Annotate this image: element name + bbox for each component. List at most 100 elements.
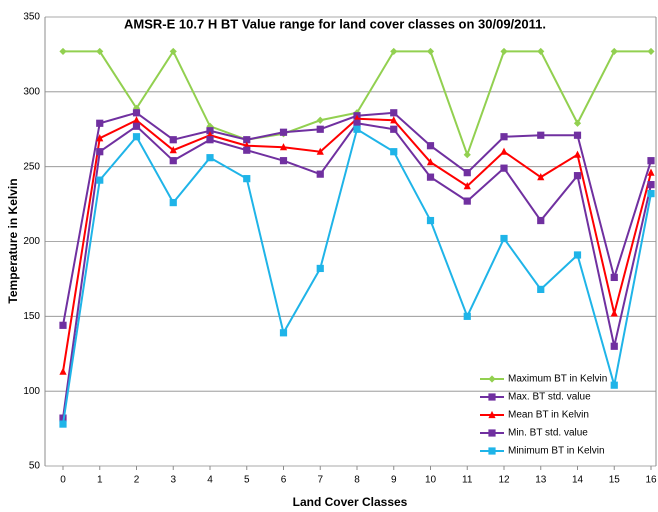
marker — [132, 133, 141, 141]
legend-marker — [488, 429, 496, 437]
x-tick-label: 6 — [281, 475, 287, 486]
marker — [353, 125, 361, 133]
marker — [573, 172, 582, 180]
marker — [206, 136, 214, 144]
marker — [316, 116, 324, 124]
marker — [537, 131, 545, 139]
marker — [500, 164, 508, 172]
marker — [647, 157, 655, 165]
legend-label: Maximum BT in Kelvin — [508, 374, 607, 385]
marker — [169, 47, 177, 56]
x-tick-label: 12 — [498, 475, 510, 486]
marker — [610, 273, 618, 282]
y-tick-label: 300 — [23, 86, 40, 97]
marker — [463, 182, 471, 190]
chart-title: AMSR-E 10.7 H BT Value range for land co… — [124, 16, 546, 31]
marker — [500, 234, 508, 243]
marker — [169, 157, 177, 165]
marker — [463, 151, 471, 159]
marker — [463, 197, 471, 205]
marker — [353, 119, 361, 127]
marker — [169, 136, 177, 144]
marker — [610, 47, 618, 56]
legend-label: Mean BT in Kelvin — [508, 410, 589, 421]
marker — [573, 251, 582, 259]
x-tick-label: 9 — [391, 475, 397, 486]
marker — [610, 381, 618, 389]
x-tick-label: 0 — [60, 475, 66, 486]
marker — [243, 146, 251, 154]
marker — [463, 169, 471, 177]
series-line — [62, 117, 652, 372]
x-tick-label: 4 — [207, 475, 213, 486]
marker — [537, 216, 545, 225]
marker — [426, 158, 435, 166]
marker — [96, 134, 104, 142]
marker — [96, 176, 104, 184]
marker — [537, 285, 545, 293]
marker — [96, 119, 104, 127]
legend-label: Minimum BT in Kelvin — [508, 446, 605, 457]
marker — [243, 136, 251, 144]
marker — [500, 133, 508, 141]
marker — [426, 173, 435, 181]
legend-marker — [488, 393, 496, 401]
x-tick-label: 7 — [317, 475, 323, 486]
legend-marker — [488, 375, 496, 383]
marker — [647, 181, 655, 189]
marker — [426, 47, 435, 56]
y-tick-label: 100 — [23, 386, 40, 397]
marker — [573, 150, 582, 158]
marker — [647, 47, 655, 56]
x-tick-label: 8 — [354, 475, 360, 486]
marker — [463, 312, 471, 320]
x-tick-label: 14 — [572, 475, 584, 486]
marker — [59, 367, 67, 375]
x-tick-label: 13 — [535, 475, 547, 486]
x-tick-label: 1 — [97, 475, 103, 486]
marker — [206, 154, 214, 162]
marker — [206, 127, 214, 135]
marker — [279, 157, 288, 165]
marker — [96, 47, 104, 56]
marker — [96, 148, 104, 156]
y-tick-label: 200 — [23, 236, 40, 247]
y-tick-label: 50 — [29, 461, 41, 472]
marker — [647, 168, 655, 176]
marker — [132, 109, 141, 117]
marker — [390, 125, 398, 133]
x-tick-label: 11 — [462, 475, 473, 486]
marker — [610, 309, 618, 317]
marker — [59, 420, 67, 428]
x-tick-label: 16 — [645, 475, 657, 486]
marker — [316, 147, 324, 155]
marker — [316, 170, 324, 178]
marker — [390, 148, 398, 156]
marker — [132, 116, 141, 124]
marker — [390, 109, 398, 117]
marker — [500, 147, 508, 155]
y-tick-label: 250 — [23, 161, 40, 172]
marker — [426, 216, 435, 225]
legend-marker — [488, 447, 496, 455]
marker — [500, 47, 508, 56]
x-tick-label: 5 — [244, 475, 250, 486]
marker — [243, 175, 251, 183]
marker — [316, 264, 324, 273]
legend-marker — [488, 410, 496, 419]
x-tick-label: 10 — [425, 475, 437, 486]
marker — [647, 190, 655, 198]
marker — [573, 119, 582, 127]
legend-label: Min. BT std. value — [508, 428, 588, 439]
marker — [169, 198, 177, 207]
y-tick-label: 150 — [23, 311, 40, 322]
marker — [59, 47, 67, 56]
marker — [59, 321, 67, 329]
x-tick-label: 2 — [134, 475, 140, 486]
marker — [537, 173, 545, 181]
marker — [573, 131, 582, 139]
marker — [426, 142, 435, 150]
marker — [390, 47, 398, 56]
series-line — [62, 111, 652, 326]
